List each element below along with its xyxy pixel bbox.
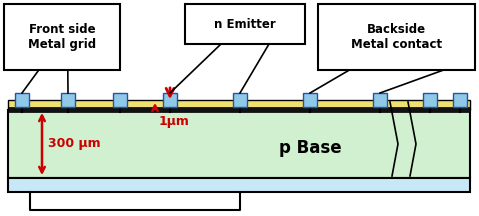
Text: 300 μm: 300 μm xyxy=(48,138,101,151)
Text: n Emitter: n Emitter xyxy=(214,17,276,30)
Text: 1μm: 1μm xyxy=(159,116,190,129)
Bar xyxy=(8,178,470,192)
FancyBboxPatch shape xyxy=(185,4,305,44)
Bar xyxy=(233,93,247,107)
Text: Front side
Metal grid: Front side Metal grid xyxy=(28,23,96,51)
Text: p Base: p Base xyxy=(279,139,342,157)
Bar xyxy=(163,93,177,107)
Bar xyxy=(15,93,29,107)
Bar xyxy=(453,93,467,107)
Bar xyxy=(113,93,127,107)
Bar xyxy=(303,93,317,107)
Bar xyxy=(8,107,470,112)
FancyBboxPatch shape xyxy=(318,4,475,70)
FancyBboxPatch shape xyxy=(4,4,120,70)
Bar xyxy=(373,93,387,107)
Bar xyxy=(423,93,437,107)
Text: Backside
Metal contact: Backside Metal contact xyxy=(351,23,442,51)
Bar xyxy=(8,100,470,110)
Bar xyxy=(8,110,470,178)
Bar xyxy=(61,93,75,107)
